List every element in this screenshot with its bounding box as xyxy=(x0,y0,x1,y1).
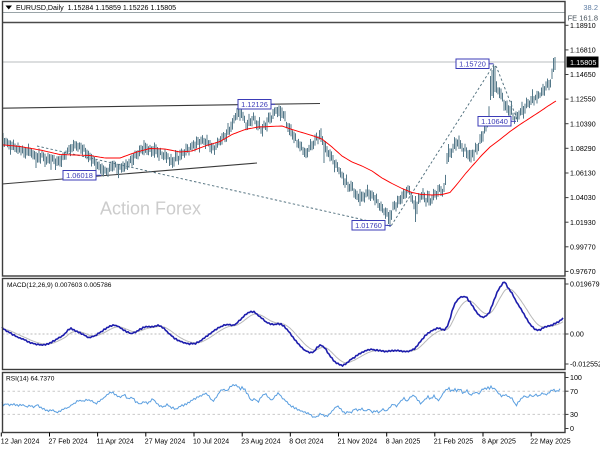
svg-text:10 Jul 2024: 10 Jul 2024 xyxy=(193,438,229,445)
svg-text:1.08290: 1.08290 xyxy=(570,145,596,153)
svg-text:8 Jan 2025: 8 Jan 2025 xyxy=(386,438,421,445)
svg-text:1.15805: 1.15805 xyxy=(570,58,596,67)
svg-text:-0.012552: -0.012552 xyxy=(570,361,600,369)
svg-text:30: 30 xyxy=(570,411,578,419)
svg-text:70: 70 xyxy=(570,388,578,396)
svg-text:1.01760: 1.01760 xyxy=(355,221,382,230)
svg-text:1.06018: 1.06018 xyxy=(66,171,93,180)
svg-text:12 Jan 2024: 12 Jan 2024 xyxy=(1,438,40,445)
svg-text:11 Apr 2024: 11 Apr 2024 xyxy=(97,438,134,445)
svg-text:0.99770: 0.99770 xyxy=(570,243,596,251)
svg-text:FE 161.8: FE 161.8 xyxy=(568,14,598,23)
svg-text:0.00: 0.00 xyxy=(570,331,584,339)
svg-text:8 Apr 2025: 8 Apr 2025 xyxy=(482,438,516,445)
svg-text:RSI(14) 64.7370: RSI(14) 64.7370 xyxy=(6,376,55,383)
svg-text:1.10390: 1.10390 xyxy=(570,120,596,128)
svg-text:22 May 2025: 22 May 2025 xyxy=(530,438,571,445)
svg-text:23 Aug 2024: 23 Aug 2024 xyxy=(241,438,280,445)
svg-text:EURUSD,Daily 1.15284 1.15859: EURUSD,Daily 1.15284 1.15859 1.15226 1.1… xyxy=(16,4,176,12)
svg-text:0.019679: 0.019679 xyxy=(570,281,600,289)
svg-text:1.01930: 1.01930 xyxy=(570,219,596,227)
svg-text:27 Feb 2024: 27 Feb 2024 xyxy=(49,438,88,445)
svg-text:Action Forex: Action Forex xyxy=(100,199,201,219)
svg-text:27 May 2024: 27 May 2024 xyxy=(145,438,186,445)
svg-text:38.2: 38.2 xyxy=(583,3,598,12)
svg-text:8 Oct 2024: 8 Oct 2024 xyxy=(289,438,323,445)
svg-text:1.12550: 1.12550 xyxy=(570,96,596,104)
svg-text:1.14650: 1.14650 xyxy=(570,71,596,79)
svg-text:0: 0 xyxy=(570,425,574,433)
svg-text:21 Nov 2024: 21 Nov 2024 xyxy=(338,438,378,445)
svg-text:21 Feb 2025: 21 Feb 2025 xyxy=(434,438,473,445)
svg-text:MACD(12,26,9) 0.007603 0.00578: MACD(12,26,9) 0.007603 0.005786 xyxy=(7,282,112,289)
svg-text:1.10640: 1.10640 xyxy=(481,117,508,126)
svg-text:1.16810: 1.16810 xyxy=(570,47,596,55)
svg-text:0.97670: 0.97670 xyxy=(570,268,596,276)
svg-text:1.06130: 1.06130 xyxy=(570,170,596,178)
svg-text:1.12126: 1.12126 xyxy=(241,100,268,109)
svg-text:1.15720: 1.15720 xyxy=(459,59,486,68)
svg-text:100: 100 xyxy=(570,374,582,382)
svg-text:1.04030: 1.04030 xyxy=(570,194,596,202)
svg-text:1.18910: 1.18910 xyxy=(570,22,596,30)
